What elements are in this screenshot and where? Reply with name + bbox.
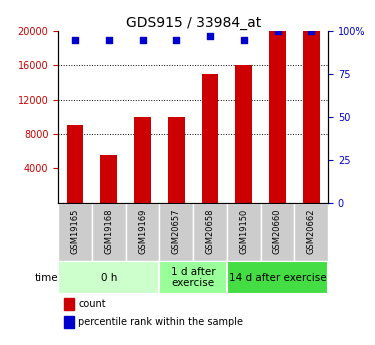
Point (173, 37, 179, 42)
Bar (63, 298, 74, 310)
Text: count: count (78, 299, 106, 309)
Text: GSM19150: GSM19150 (239, 209, 248, 254)
Point (72, 37, 78, 42)
FancyBboxPatch shape (227, 203, 261, 261)
Point (106, 37, 112, 42)
Point (241, 37, 247, 42)
Text: 0 h: 0 h (100, 273, 117, 283)
Text: time: time (34, 273, 58, 283)
Point (140, 37, 146, 42)
Bar (269, 31, 286, 203)
FancyBboxPatch shape (58, 203, 92, 261)
Point (274, 28, 280, 34)
Bar (303, 31, 320, 203)
Text: GSM20660: GSM20660 (273, 209, 282, 254)
FancyBboxPatch shape (58, 262, 159, 294)
Bar (168, 117, 184, 203)
FancyBboxPatch shape (294, 203, 328, 261)
Point (207, 33, 213, 39)
Text: percentile rank within the sample: percentile rank within the sample (78, 317, 243, 327)
Text: GSM20662: GSM20662 (307, 209, 316, 254)
Bar (63, 316, 74, 327)
FancyBboxPatch shape (92, 203, 126, 261)
FancyBboxPatch shape (227, 262, 328, 294)
Text: 1 d after
exercise: 1 d after exercise (171, 267, 215, 288)
Text: GSM20657: GSM20657 (172, 209, 181, 254)
FancyBboxPatch shape (261, 203, 294, 261)
Title: GDS915 / 33984_at: GDS915 / 33984_at (126, 16, 261, 30)
FancyBboxPatch shape (159, 203, 193, 261)
Bar (134, 117, 151, 203)
Text: GSM19165: GSM19165 (70, 209, 80, 254)
Text: GSM19168: GSM19168 (104, 209, 113, 254)
Point (308, 28, 314, 34)
FancyBboxPatch shape (193, 203, 227, 261)
FancyBboxPatch shape (126, 203, 159, 261)
Bar (100, 155, 117, 203)
Text: GSM20658: GSM20658 (206, 209, 214, 254)
Bar (67, 125, 83, 203)
Text: GSM19169: GSM19169 (138, 209, 147, 254)
Bar (236, 65, 252, 203)
FancyBboxPatch shape (159, 262, 227, 294)
Text: 14 d after exercise: 14 d after exercise (229, 273, 326, 283)
Bar (202, 74, 218, 203)
